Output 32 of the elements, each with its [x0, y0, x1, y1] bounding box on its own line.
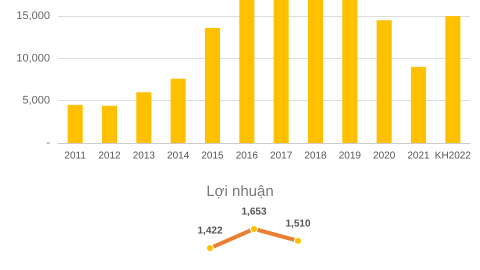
bar	[68, 104, 83, 143]
bar	[239, 0, 254, 143]
bar	[445, 16, 460, 143]
x-tick-label: KH2022	[434, 150, 472, 162]
bar	[410, 66, 426, 143]
x-tick-label: 2017	[270, 150, 293, 162]
x-tick-label: 2012	[98, 150, 122, 162]
y-tick-label: 10,000	[16, 52, 50, 64]
y-tick-label: 5,000	[22, 94, 50, 107]
y-tick-label: -	[46, 137, 50, 149]
bar	[102, 106, 118, 143]
y-tick-label: 15,000	[16, 10, 50, 22]
bar	[204, 28, 220, 143]
x-tick-label: 2011	[64, 150, 86, 162]
x-tick-label: 2021	[407, 150, 430, 162]
x-tick-label: 2020	[373, 150, 396, 162]
x-tick-label: 2019	[338, 150, 362, 162]
bar	[376, 20, 392, 143]
bar	[342, 0, 358, 143]
x-tick-label: 2018	[304, 150, 328, 162]
x-tick-label: 2016	[236, 150, 258, 162]
data-label: 1,653	[241, 206, 267, 218]
bar	[274, 0, 289, 143]
data-label: 1,510	[285, 218, 311, 230]
bar	[136, 92, 152, 143]
x-tick-label: 2015	[201, 150, 224, 162]
x-tick-label: 2013	[132, 150, 156, 162]
data-label: 1,422	[197, 226, 223, 237]
chart-title: Lợi nhuận	[206, 183, 274, 200]
bar	[308, 0, 324, 143]
bar	[170, 78, 186, 143]
x-tick-label: 2014	[167, 150, 190, 162]
